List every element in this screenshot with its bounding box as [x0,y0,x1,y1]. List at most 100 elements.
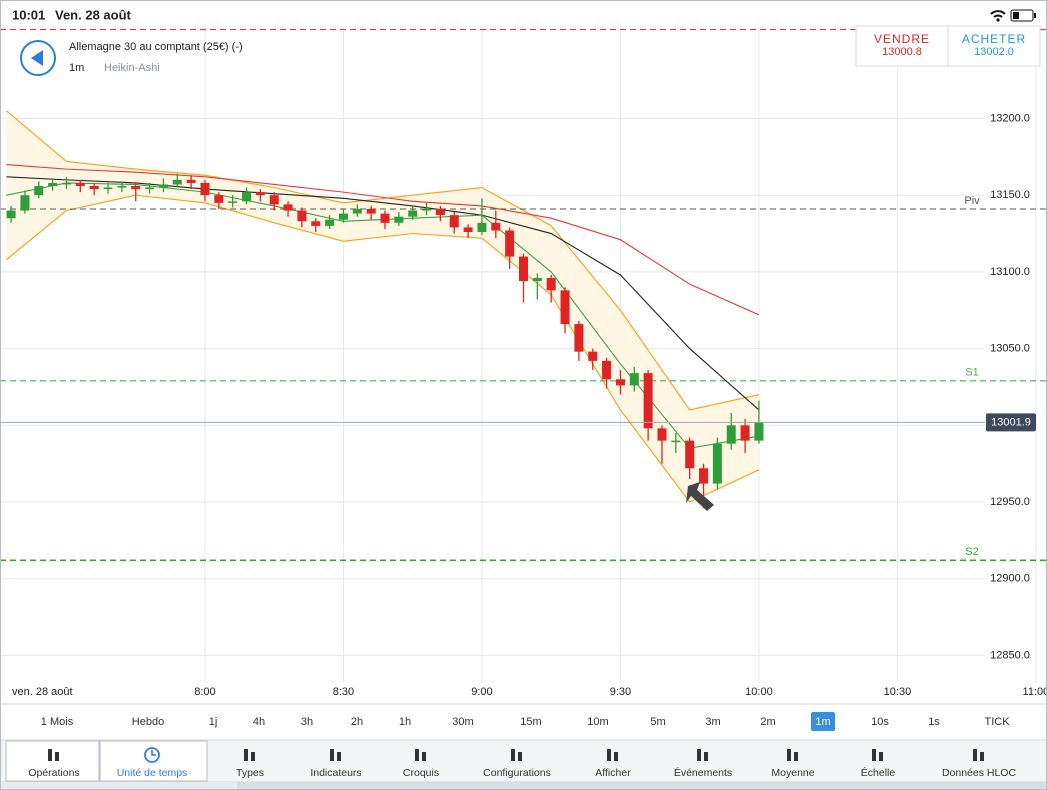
buy-price[interactable]: 13002.0 [974,46,1014,58]
nav-items: 1 Mois Hebdo 1j 4h 3h 2h 1h 30m 15m 10m 5m 3m 2m 1m 10… [5,712,1017,782]
timeframe-option[interactable]: TICK [984,716,1010,728]
moving-average [6,163,760,316]
bollinger-upper [6,110,760,411]
y-tick-label: 13150.0 [990,189,1030,201]
timeframe-option[interactable]: 4h [253,716,265,728]
timeframe-option[interactable]: 1j [209,716,218,728]
timeframe-option[interactable]: 1s [928,716,940,728]
x-tick-label: 8:30 [333,686,354,698]
candle-body [477,222,487,233]
candle-body [726,425,736,444]
nav-icon [980,752,984,761]
nav-icon [511,749,515,761]
sell-label[interactable]: VENDRE [874,32,930,46]
sell-price[interactable]: 13000.8 [882,46,922,58]
candle-body [186,179,196,183]
nav-label[interactable]: Échelle [861,766,896,779]
candle-body [48,182,58,186]
status-date: Ven. 28 août [55,7,132,22]
nav-label[interactable]: Données HLOC [942,767,1017,779]
nav-icon [614,752,618,761]
nav-icon [55,752,59,761]
timeframe-option[interactable]: 1 Mois [41,716,74,728]
nav-icon [244,749,248,761]
candle-body [657,428,667,441]
nav-icon [787,749,791,761]
timeframe-option[interactable]: 15m [520,716,541,728]
x-tick-label: 10:00 [745,686,773,698]
x-axis-date: ven. 28 août [12,686,73,698]
nav-icon [794,752,798,761]
timeframe-option[interactable]: 1m [815,716,830,728]
nav-label[interactable]: Événements [674,766,732,779]
back-button[interactable] [20,40,56,76]
nav-icon [518,752,522,761]
x-tick-label: 9:30 [610,686,631,698]
candle-body [145,187,155,190]
candle-body [505,230,515,257]
current-price-label: 13001.9 [991,416,1031,428]
timeframe-option[interactable]: 2h [351,716,363,728]
timeframe-option[interactable]: 5m [650,716,665,728]
timeframe-option[interactable]: 2m [760,716,775,728]
candle-body [380,213,390,223]
candle-body [449,215,459,228]
bottom-strip-right [237,782,1047,790]
candle-body [117,185,127,188]
nav-icon [704,752,708,761]
candle-body [546,278,556,291]
y-tick-label: 12950.0 [990,496,1030,508]
candle-body [269,195,279,205]
candle-body [242,192,252,202]
nav-label[interactable]: Croquis [403,767,439,779]
candle-body [255,192,265,196]
timeframe-option[interactable]: 3m [705,716,720,728]
buy-label[interactable]: ACHETER [962,32,1026,46]
timeframe-option[interactable]: Hebdo [132,716,164,728]
nav-label[interactable]: Moyenne [771,767,814,779]
x-tick-label: 10:30 [884,686,912,698]
candle-body [491,222,501,231]
nav-label[interactable]: Indicateurs [310,767,361,779]
nav-label[interactable]: Afficher [595,767,631,779]
candle-body [20,195,30,211]
candle-body [352,209,362,214]
nav-icon [48,749,52,761]
candle-body [283,204,293,211]
status-time: 10:01 [12,7,45,22]
candle-body [61,182,71,185]
bollinger-fill [6,110,759,502]
nav-icon [422,752,426,761]
nav-icon [973,749,977,761]
nav-icon [697,749,701,761]
nav-label[interactable]: Configurations [483,767,551,779]
timeframe-option[interactable]: 30m [452,716,473,728]
timeframe-option[interactable]: 10s [871,716,889,728]
candle-body [435,209,445,216]
candle-body [712,443,722,484]
nav-label[interactable]: Types [236,767,264,779]
level-label: S1 [965,367,978,379]
candle-body [34,185,44,196]
buy-button[interactable]: ACHETER 13002.0 [962,32,1026,58]
candle-body [228,201,238,203]
y-tick-label: 13050.0 [990,343,1030,355]
nav-label[interactable]: Unité de temps [117,767,188,779]
candle-body [214,195,224,203]
candle-body [297,210,307,222]
candle-body [685,440,695,469]
timeframe-option[interactable]: 1h [399,716,411,728]
candle-body [89,185,99,190]
timeframe-option[interactable]: 10m [587,716,608,728]
timeframe-option[interactable]: 3h [301,716,313,728]
quote-box [855,25,1041,67]
nav-label[interactable]: Opérations [28,767,79,779]
sell-button[interactable]: VENDRE 13000.8 [874,32,930,58]
x-tick-label: 11:00 [1023,686,1047,698]
nav-icon [337,752,341,761]
candle-body [602,360,612,380]
candle-body [366,209,376,214]
candle-body [131,185,141,190]
